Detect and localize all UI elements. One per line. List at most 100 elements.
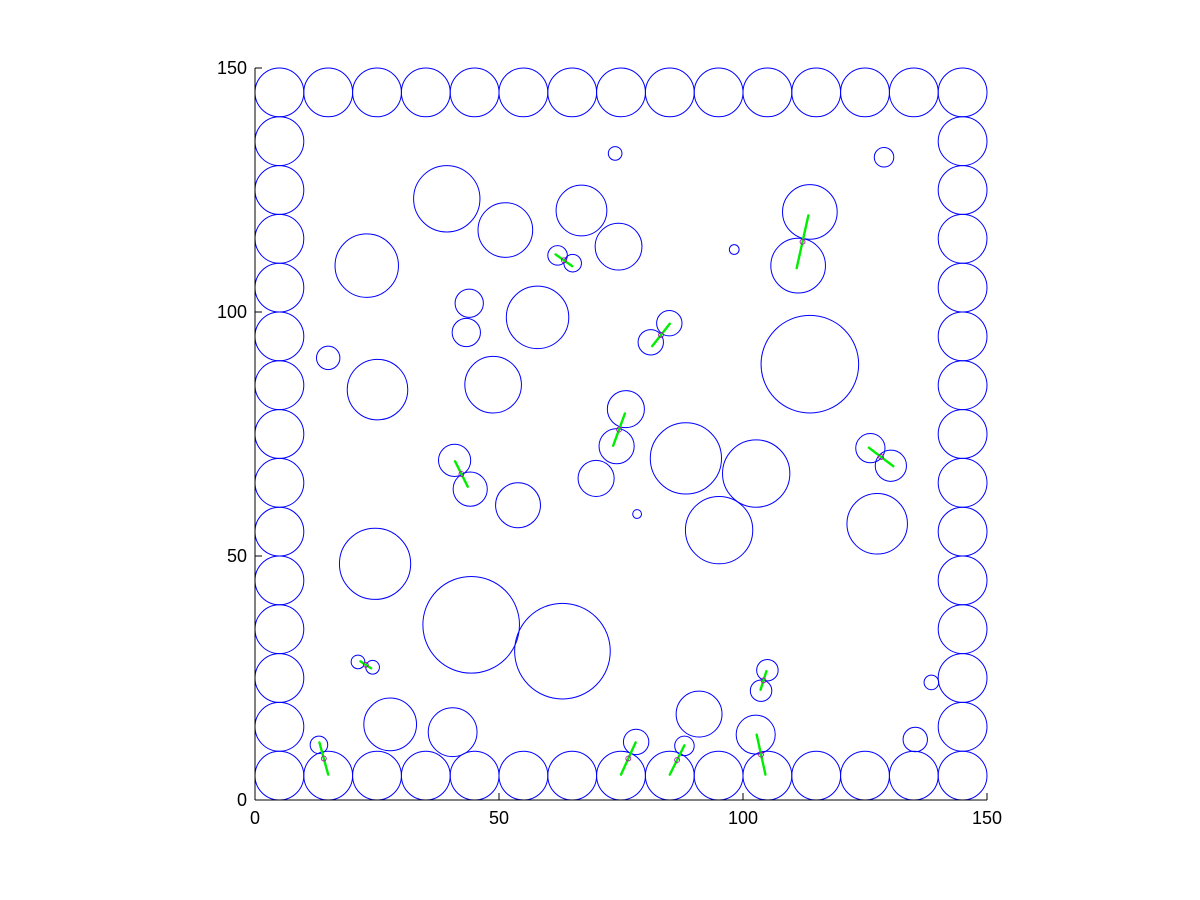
circle-104 — [735, 714, 776, 755]
circle-40 — [254, 604, 305, 655]
circle-77 — [606, 390, 645, 429]
axes: 0 50 100 150 0 50 100 150 — [217, 58, 1002, 828]
contact-segment-11 — [755, 733, 767, 776]
circle-65 — [334, 233, 399, 298]
plot-area — [254, 67, 988, 801]
circle-105 — [902, 726, 928, 753]
circle-67 — [563, 253, 582, 273]
circle-66 — [547, 245, 568, 266]
contact-segment-10 — [668, 744, 686, 776]
contact-segment-9 — [619, 741, 637, 776]
circle-61 — [594, 222, 643, 271]
circle-75 — [346, 358, 409, 421]
circle-17 — [352, 750, 402, 801]
contact-segment-0 — [795, 214, 810, 270]
circle-9 — [693, 67, 744, 118]
circle-84 — [452, 471, 488, 507]
circle-47 — [937, 311, 988, 362]
circle-88 — [684, 495, 754, 565]
circle-73 — [637, 329, 664, 356]
circle-93 — [350, 654, 366, 670]
circle-79 — [649, 422, 723, 495]
x-tick-label-2: 100 — [728, 808, 758, 828]
circle-76 — [464, 355, 522, 414]
circle-26 — [791, 750, 842, 801]
circle-24 — [693, 750, 744, 801]
circle-25 — [742, 750, 793, 801]
contact-segment-7 — [759, 669, 768, 691]
y-tick-label-1: 50 — [227, 546, 247, 566]
circle-89 — [846, 493, 908, 555]
y-tick-label-2: 100 — [217, 302, 247, 322]
circle-37 — [254, 457, 305, 508]
circle-36 — [254, 409, 305, 459]
circle-18 — [400, 750, 451, 801]
circle-85 — [577, 459, 615, 497]
contact-segment-2 — [651, 322, 671, 348]
circle-97 — [923, 674, 940, 691]
contact-center-11 — [758, 751, 764, 758]
contact-center-1 — [561, 257, 567, 264]
circle-72 — [656, 310, 683, 337]
ticks: 0 50 100 150 0 50 100 150 — [217, 58, 1002, 828]
circle-83 — [437, 443, 472, 477]
x-tick-label-0: 0 — [250, 808, 260, 828]
circle-56 — [607, 146, 623, 161]
circle-90 — [338, 527, 412, 600]
circle-63 — [770, 237, 826, 294]
circle-95 — [756, 658, 779, 682]
circle-38 — [254, 506, 305, 557]
circle-45 — [937, 213, 988, 264]
x-tick-label-3: 150 — [972, 808, 1002, 828]
contact-segment-1 — [554, 253, 574, 268]
circle-48 — [937, 360, 988, 411]
contact-center-4 — [878, 454, 884, 460]
circle-34 — [254, 311, 305, 362]
contact-center-3 — [616, 426, 622, 433]
circle-4 — [449, 67, 500, 118]
contact-center-5 — [458, 471, 465, 477]
circle-69 — [451, 317, 481, 348]
contact-center-10 — [674, 757, 681, 763]
x-tick-label-1: 50 — [489, 808, 509, 828]
y-tick-label-0: 0 — [237, 790, 247, 810]
circle-32 — [254, 213, 305, 264]
circles-layer — [254, 67, 988, 801]
circle-53 — [937, 604, 988, 655]
circle-102 — [622, 728, 650, 756]
contact-segment-3 — [611, 412, 627, 447]
circle-5 — [498, 67, 549, 118]
circle-62 — [782, 184, 838, 240]
circle-64 — [728, 244, 740, 255]
circle-55 — [937, 701, 988, 752]
circle-41 — [254, 653, 305, 703]
circle-30 — [254, 116, 305, 167]
circle-10 — [742, 67, 793, 118]
contact-segment-4 — [867, 446, 895, 468]
circle-103 — [674, 735, 695, 757]
circle-0 — [254, 67, 305, 118]
circle-20 — [498, 750, 549, 801]
circle-60 — [555, 184, 608, 237]
circle-43 — [937, 116, 988, 167]
circle-82 — [874, 449, 907, 482]
circle-7 — [596, 67, 646, 118]
circle-70 — [505, 285, 570, 350]
circle-57 — [873, 147, 895, 168]
circle-91 — [422, 576, 520, 674]
circle-35 — [254, 360, 305, 411]
circle-74 — [760, 314, 860, 414]
circle-58 — [413, 165, 481, 233]
circle-31 — [254, 165, 305, 215]
circle-15 — [254, 750, 305, 801]
contact-center-0 — [799, 238, 806, 245]
circle-87 — [632, 509, 642, 519]
circle-39 — [254, 555, 305, 606]
contact-center-6 — [362, 661, 369, 668]
circle-100 — [427, 707, 478, 758]
circle-12 — [840, 67, 890, 118]
contact-center-2 — [658, 332, 664, 338]
circle-8 — [644, 67, 695, 118]
circle-13 — [888, 67, 939, 118]
circle-52 — [937, 555, 988, 606]
